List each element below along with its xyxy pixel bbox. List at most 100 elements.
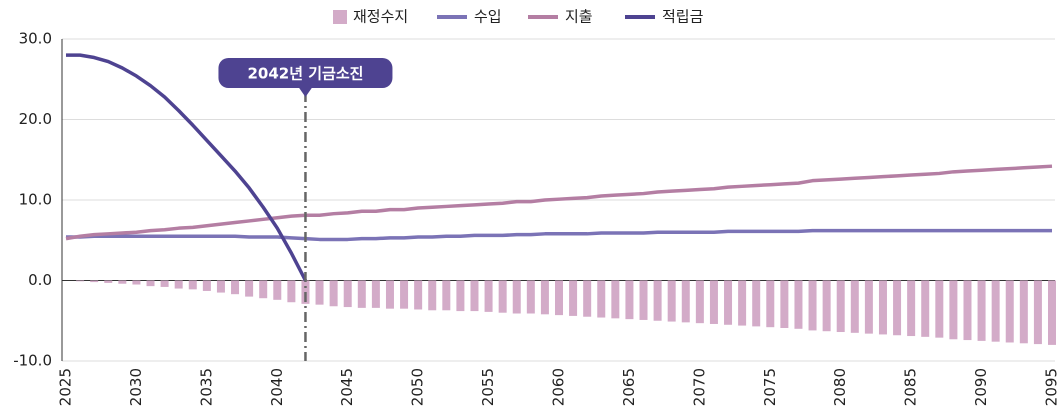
- x-tick-label: 2085: [902, 368, 920, 406]
- bar: [878, 280, 887, 335]
- bar: [625, 280, 634, 320]
- bar: [583, 280, 592, 317]
- bar: [1048, 280, 1056, 345]
- bar: [794, 280, 803, 329]
- x-tick-label: 2075: [761, 368, 779, 406]
- y-tick-label: 10.0: [19, 191, 52, 209]
- bar: [512, 280, 521, 314]
- bar: [836, 280, 845, 333]
- x-tick-label: 2055: [479, 368, 497, 406]
- bar: [371, 280, 380, 308]
- bar: [907, 280, 916, 337]
- y-tick-label: 30.0: [19, 30, 52, 48]
- bar: [935, 280, 944, 338]
- legend-label: 재정수지: [353, 8, 408, 26]
- bar: [456, 280, 465, 312]
- annotation-box: [218, 58, 393, 88]
- x-tick-label: 2050: [409, 368, 427, 406]
- bar: [653, 280, 662, 321]
- bar: [639, 280, 648, 320]
- bar: [90, 280, 99, 283]
- bar: [118, 280, 127, 284]
- x-tick-label: 2095: [1043, 368, 1059, 406]
- bar: [273, 280, 282, 300]
- x-tick-label: 2040: [268, 368, 286, 406]
- y-tick-label: -10.0: [13, 352, 52, 370]
- bar: [385, 280, 394, 309]
- x-tick-label: 2035: [197, 368, 215, 406]
- bar: [76, 280, 85, 282]
- bar: [442, 280, 451, 311]
- x-tick-label: 2060: [550, 368, 568, 406]
- bar: [921, 280, 930, 337]
- bar: [540, 280, 549, 315]
- bar: [146, 280, 155, 287]
- line: [66, 228, 1052, 242]
- bar: [245, 280, 254, 297]
- bar: [991, 280, 1000, 342]
- annotation-pointer: [298, 87, 313, 97]
- bar: [287, 280, 296, 303]
- bar: [357, 280, 366, 308]
- bar: [864, 280, 873, 334]
- bar: [216, 280, 225, 293]
- legend-label: 수입: [474, 8, 502, 26]
- bar: [526, 280, 535, 314]
- bar: [597, 280, 606, 318]
- bar: [808, 280, 817, 331]
- bar: [231, 280, 240, 295]
- bar: [1033, 280, 1042, 345]
- bar: [569, 280, 578, 316]
- bar: [681, 280, 690, 323]
- y-tick-label: 0.0: [28, 271, 52, 289]
- bar: [667, 280, 676, 322]
- bar: [709, 280, 718, 324]
- bar: [850, 280, 859, 333]
- x-tick-label: 2080: [831, 368, 849, 406]
- bar: [893, 280, 902, 336]
- line: [65, 164, 1053, 241]
- bar: [977, 280, 986, 341]
- bar: [160, 280, 169, 287]
- bar: [766, 280, 775, 328]
- x-tick-label: 2065: [620, 368, 638, 406]
- bar: [695, 280, 704, 324]
- legend-label: 지출: [565, 8, 593, 26]
- bar: [611, 280, 620, 319]
- x-tick-label: 2030: [127, 368, 145, 406]
- legend-swatch: [333, 10, 347, 24]
- bar: [752, 280, 761, 327]
- bar: [400, 280, 409, 309]
- bar: [484, 280, 493, 312]
- bar: [104, 280, 113, 283]
- x-tick-label: 2090: [972, 368, 990, 406]
- bar: [259, 280, 268, 299]
- bar: [1019, 280, 1028, 344]
- annotation-text: 2042년 기금소진: [247, 65, 363, 83]
- bar: [202, 280, 211, 291]
- bar: [724, 280, 733, 325]
- x-tick-label: 2070: [690, 368, 708, 406]
- line: [66, 53, 308, 282]
- bar: [132, 280, 141, 285]
- legend-label: 적립금: [662, 8, 704, 26]
- bar: [822, 280, 831, 332]
- bar: [555, 280, 563, 316]
- bar: [428, 280, 437, 311]
- bar: [963, 280, 972, 341]
- x-tick-label: 2025: [57, 368, 75, 406]
- bar: [315, 280, 324, 305]
- bar: [780, 280, 789, 328]
- bar: [188, 280, 197, 290]
- bar: [343, 280, 352, 308]
- bar: [498, 280, 507, 313]
- bar: [738, 280, 747, 326]
- bar: [470, 280, 479, 312]
- bar: [174, 280, 183, 289]
- bar: [414, 280, 423, 310]
- bar: [329, 280, 338, 307]
- bar: [949, 280, 958, 340]
- bar: [1005, 280, 1014, 343]
- y-tick-label: 20.0: [19, 110, 52, 128]
